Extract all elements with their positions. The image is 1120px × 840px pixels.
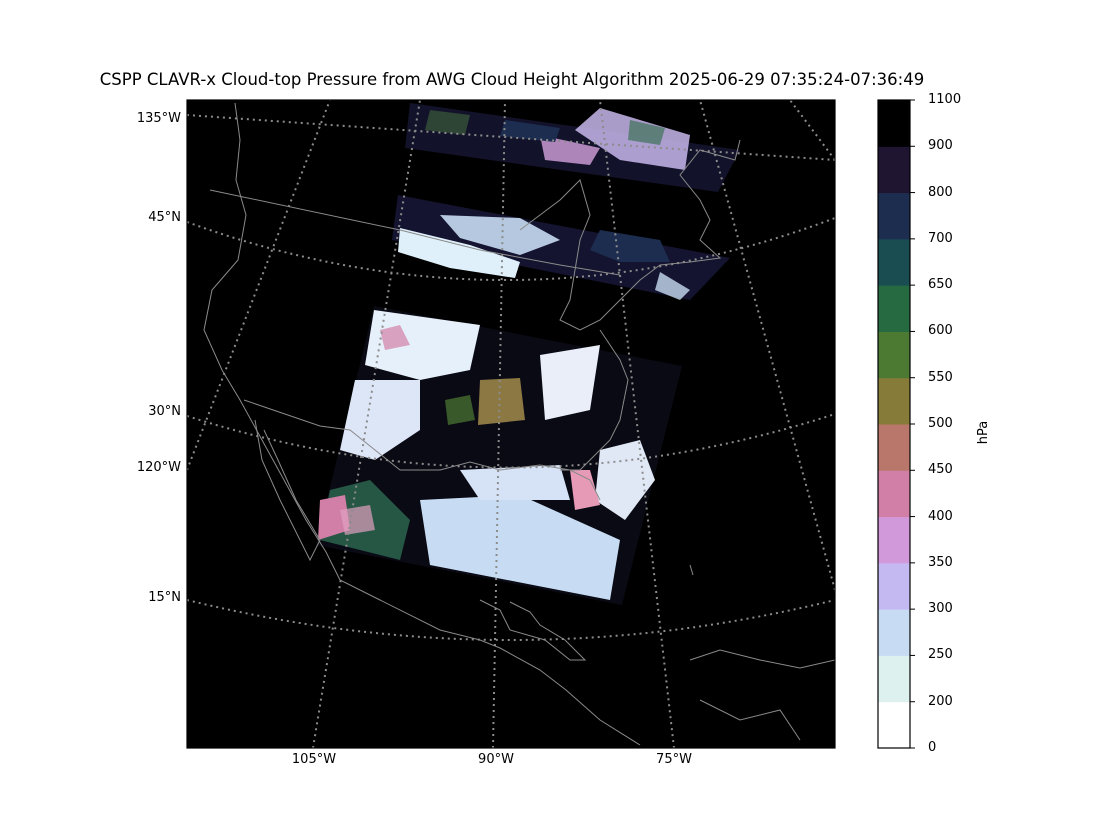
parallel-45n xyxy=(187,217,835,281)
colorbar-ticks xyxy=(910,99,915,749)
colorbar-label: hPa xyxy=(976,420,992,445)
colorbar-segment xyxy=(878,655,910,703)
meridian-45w xyxy=(789,100,835,161)
colorbar-segment xyxy=(878,377,910,425)
colorbar-tick-label: 650 xyxy=(928,277,953,293)
colorbar-tick-label: 0 xyxy=(928,740,937,755)
colorbar-segment xyxy=(878,424,910,471)
parallel-30n xyxy=(187,413,835,469)
colorbar-tick-label: 1100 xyxy=(928,92,962,107)
colorbar-segment xyxy=(878,609,910,656)
lon-label-75w: 75°W xyxy=(656,752,692,767)
colorbar-tick-label: 250 xyxy=(928,647,953,663)
meridian-60w xyxy=(699,100,835,591)
colorbar-tick-label: 500 xyxy=(928,416,953,431)
figure-title: CSPP CLAVR-x Cloud-top Pressure from AWG… xyxy=(99,70,925,89)
colorbar-tick-label: 550 xyxy=(928,369,953,385)
colorbar-tick-label: 400 xyxy=(928,508,953,524)
lat-label-30n: 30°N xyxy=(148,404,181,419)
meridian-135w xyxy=(187,114,835,161)
colorbar-tick-label: 900 xyxy=(928,138,953,154)
colorbar-segment xyxy=(878,100,910,147)
lon-label-90w: 90°W xyxy=(478,752,514,767)
meridian-90w xyxy=(492,100,506,748)
colorbar xyxy=(878,100,910,749)
colorbar-segment xyxy=(878,470,910,518)
colorbar-segment xyxy=(878,516,910,564)
swath-north-upper xyxy=(405,103,740,192)
lat-label-135w: 135°W xyxy=(136,111,181,126)
lat-label-15n: 15°N xyxy=(148,590,181,605)
map-frame xyxy=(186,99,836,749)
lon-label-105w: 105°W xyxy=(291,752,337,767)
graticule xyxy=(187,100,835,748)
colorbar-segment xyxy=(878,562,910,610)
meridian-120w xyxy=(187,100,331,471)
swath-north-lower xyxy=(392,195,730,300)
meridian-75w xyxy=(599,100,675,748)
colorbar-segment xyxy=(878,146,910,194)
colorbar-tick-label: 700 xyxy=(928,230,953,246)
lat-label-120w: 120°W xyxy=(136,460,181,475)
colorbar-tick-label: 300 xyxy=(928,601,953,617)
colorbar-tick-label: 600 xyxy=(928,323,953,339)
colorbar-segment xyxy=(878,192,910,240)
colorbar-segment xyxy=(878,331,910,379)
colorbar-tick-label: 450 xyxy=(928,462,953,478)
lat-label-45n: 45°N xyxy=(148,210,181,225)
colorbar-tick-label: 800 xyxy=(928,184,953,200)
colorbar-segment xyxy=(878,285,910,332)
colorbar-segment xyxy=(878,238,910,286)
coastlines xyxy=(203,102,835,746)
colorbar-tick-label: 200 xyxy=(928,693,953,709)
colorbar-segment xyxy=(878,701,910,749)
meridian-105w xyxy=(312,100,421,748)
swath-main xyxy=(316,306,682,605)
colorbar-tick-label: 350 xyxy=(928,554,953,570)
